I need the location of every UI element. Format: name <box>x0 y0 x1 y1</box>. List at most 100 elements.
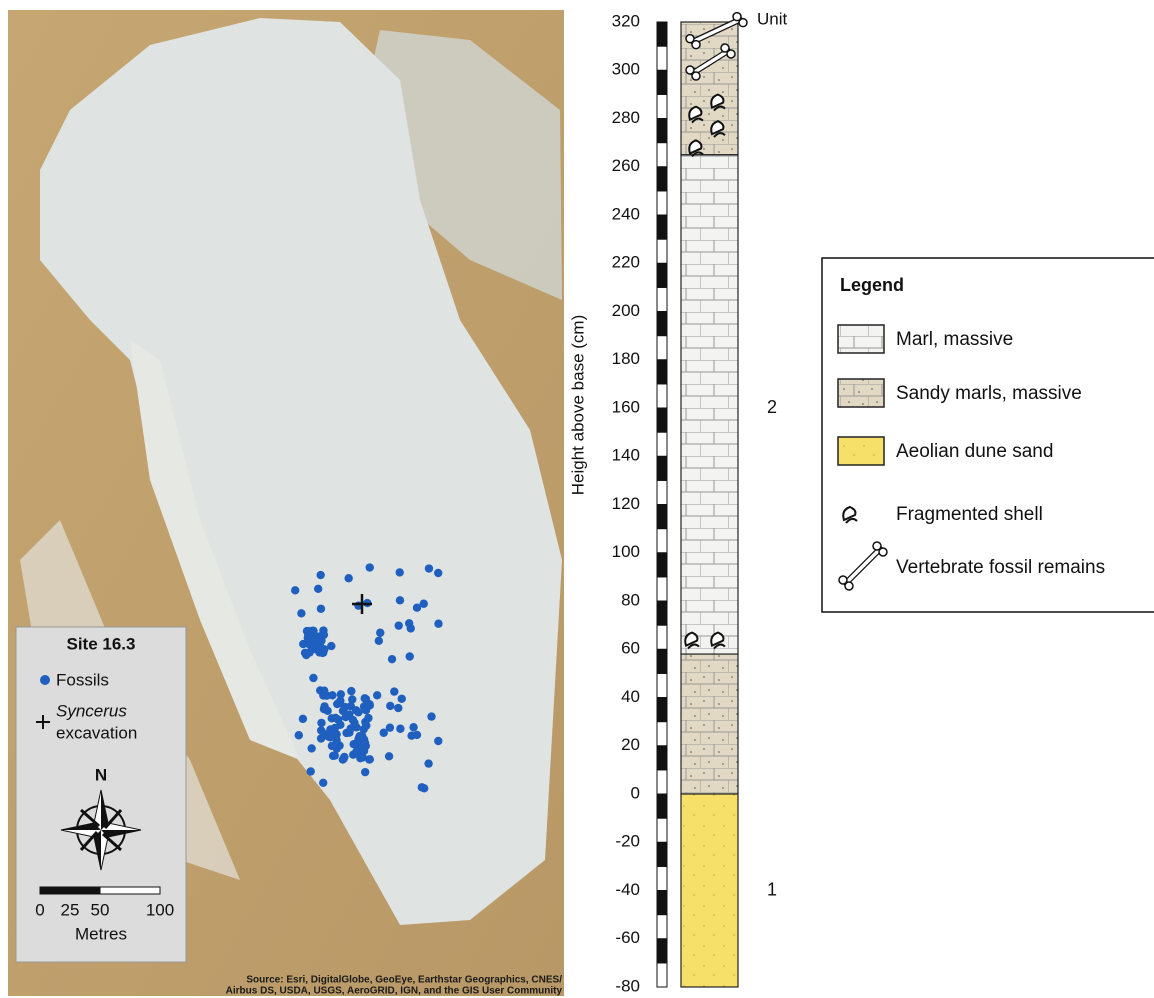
fossil-point <box>397 694 406 703</box>
scale-checker <box>656 600 668 626</box>
fossil-point <box>312 641 321 651</box>
fossil-point <box>364 713 373 723</box>
y-tick-label: 40 <box>621 687 640 706</box>
bone-knob <box>691 39 701 50</box>
scale-tick-label: 50 <box>91 900 110 919</box>
legend: Marl, massive Sandy marls, massive Aeolian… <box>837 324 1105 591</box>
scale-checker <box>656 552 668 578</box>
unit-label: 1 <box>767 879 777 899</box>
y-tick-label: 20 <box>621 735 640 754</box>
scale-checker <box>656 504 668 530</box>
fossil-point <box>424 759 433 768</box>
fossil-point <box>372 691 382 700</box>
y-tick-label: 300 <box>612 60 640 79</box>
legend-label: Marl, massive <box>896 329 1013 350</box>
legend-title: Legend <box>840 275 904 295</box>
scale-checker <box>656 69 668 95</box>
fossil-point <box>327 641 336 651</box>
shell-part <box>710 120 725 136</box>
unit-header: Unit <box>757 9 788 28</box>
scale-checker <box>656 817 668 843</box>
bone-knob <box>726 49 736 59</box>
y-tick-label: 200 <box>612 301 640 320</box>
shell-symbol <box>684 631 700 650</box>
shell-part <box>688 139 703 155</box>
legend-symbol <box>842 505 858 524</box>
scale-checker <box>656 721 668 747</box>
fossil-point <box>304 631 313 640</box>
legend-label: Aeolian dune sand <box>896 441 1053 462</box>
map-legend-label: excavation <box>56 723 137 742</box>
fossil-point <box>305 648 314 657</box>
fossil-point <box>396 724 405 733</box>
shell-part <box>688 105 703 122</box>
scale-checker <box>656 214 668 240</box>
shell-part <box>713 643 726 650</box>
fossil-point <box>336 720 345 729</box>
bone-shaft <box>844 547 882 585</box>
layer <box>680 21 739 156</box>
scale-tick-label: 0 <box>35 900 44 919</box>
fossil-point <box>348 715 358 725</box>
shell-part <box>691 117 704 124</box>
scale-checker <box>656 407 668 433</box>
fossil-point <box>434 736 443 746</box>
fossil-point <box>365 700 374 709</box>
fossil-point <box>412 603 422 612</box>
scale-segment <box>99 886 161 895</box>
fossil-point <box>339 754 348 763</box>
scale-checker <box>656 166 668 192</box>
scale-checker <box>656 841 668 867</box>
layer <box>680 793 739 988</box>
scale-checker <box>656 118 668 144</box>
excavation-symbol <box>36 715 50 729</box>
y-tick-label: 260 <box>612 156 640 175</box>
fossil-point <box>419 599 428 608</box>
shell-part <box>684 631 699 647</box>
fossil-point <box>313 584 323 594</box>
legend-swatch <box>837 436 885 466</box>
y-tick-label: -60 <box>615 928 640 947</box>
compass-rose <box>60 789 142 871</box>
fossil-point <box>331 713 340 723</box>
fossil-point <box>347 686 356 696</box>
y-tick-label: 160 <box>612 397 640 416</box>
scale-checker <box>656 576 668 602</box>
fossil-point <box>320 645 329 654</box>
fossil-point <box>332 730 341 739</box>
bone-shaft <box>691 17 742 44</box>
fossil-point <box>359 725 368 734</box>
fossil-point <box>309 673 318 683</box>
fossil-point <box>298 714 308 724</box>
unit-label: 2 <box>767 397 777 417</box>
scale-checker <box>656 962 668 988</box>
fossil-point <box>395 568 404 577</box>
fossil-point <box>405 652 414 661</box>
fossil-point <box>360 767 370 777</box>
scale-checker <box>656 697 668 723</box>
scale-checker <box>656 335 668 361</box>
legend-label: Fragmented shell <box>896 504 1043 525</box>
scale-checker <box>656 21 668 47</box>
fossil-point <box>333 699 342 709</box>
scale-unit: Metres <box>75 924 127 943</box>
fossil-point <box>395 596 405 605</box>
fossil-point <box>424 564 434 573</box>
shell-part <box>713 105 726 112</box>
fossil-point <box>348 695 357 704</box>
fossil-point <box>379 728 388 737</box>
fossil-point <box>307 744 316 753</box>
shell-symbol <box>688 105 704 124</box>
scale-checker <box>656 142 668 168</box>
fossil-point <box>427 712 436 721</box>
map-legend-label: Syncerus <box>56 701 127 720</box>
shell-symbol <box>710 631 726 650</box>
shell-part <box>687 643 700 650</box>
scale-checker <box>656 793 668 819</box>
fossil-point <box>409 723 418 732</box>
scale-checker <box>656 479 668 505</box>
fossil-point <box>434 619 443 628</box>
legend-swatch <box>837 324 885 354</box>
y-tick-label: 280 <box>612 108 640 127</box>
scale-checker <box>656 431 668 457</box>
